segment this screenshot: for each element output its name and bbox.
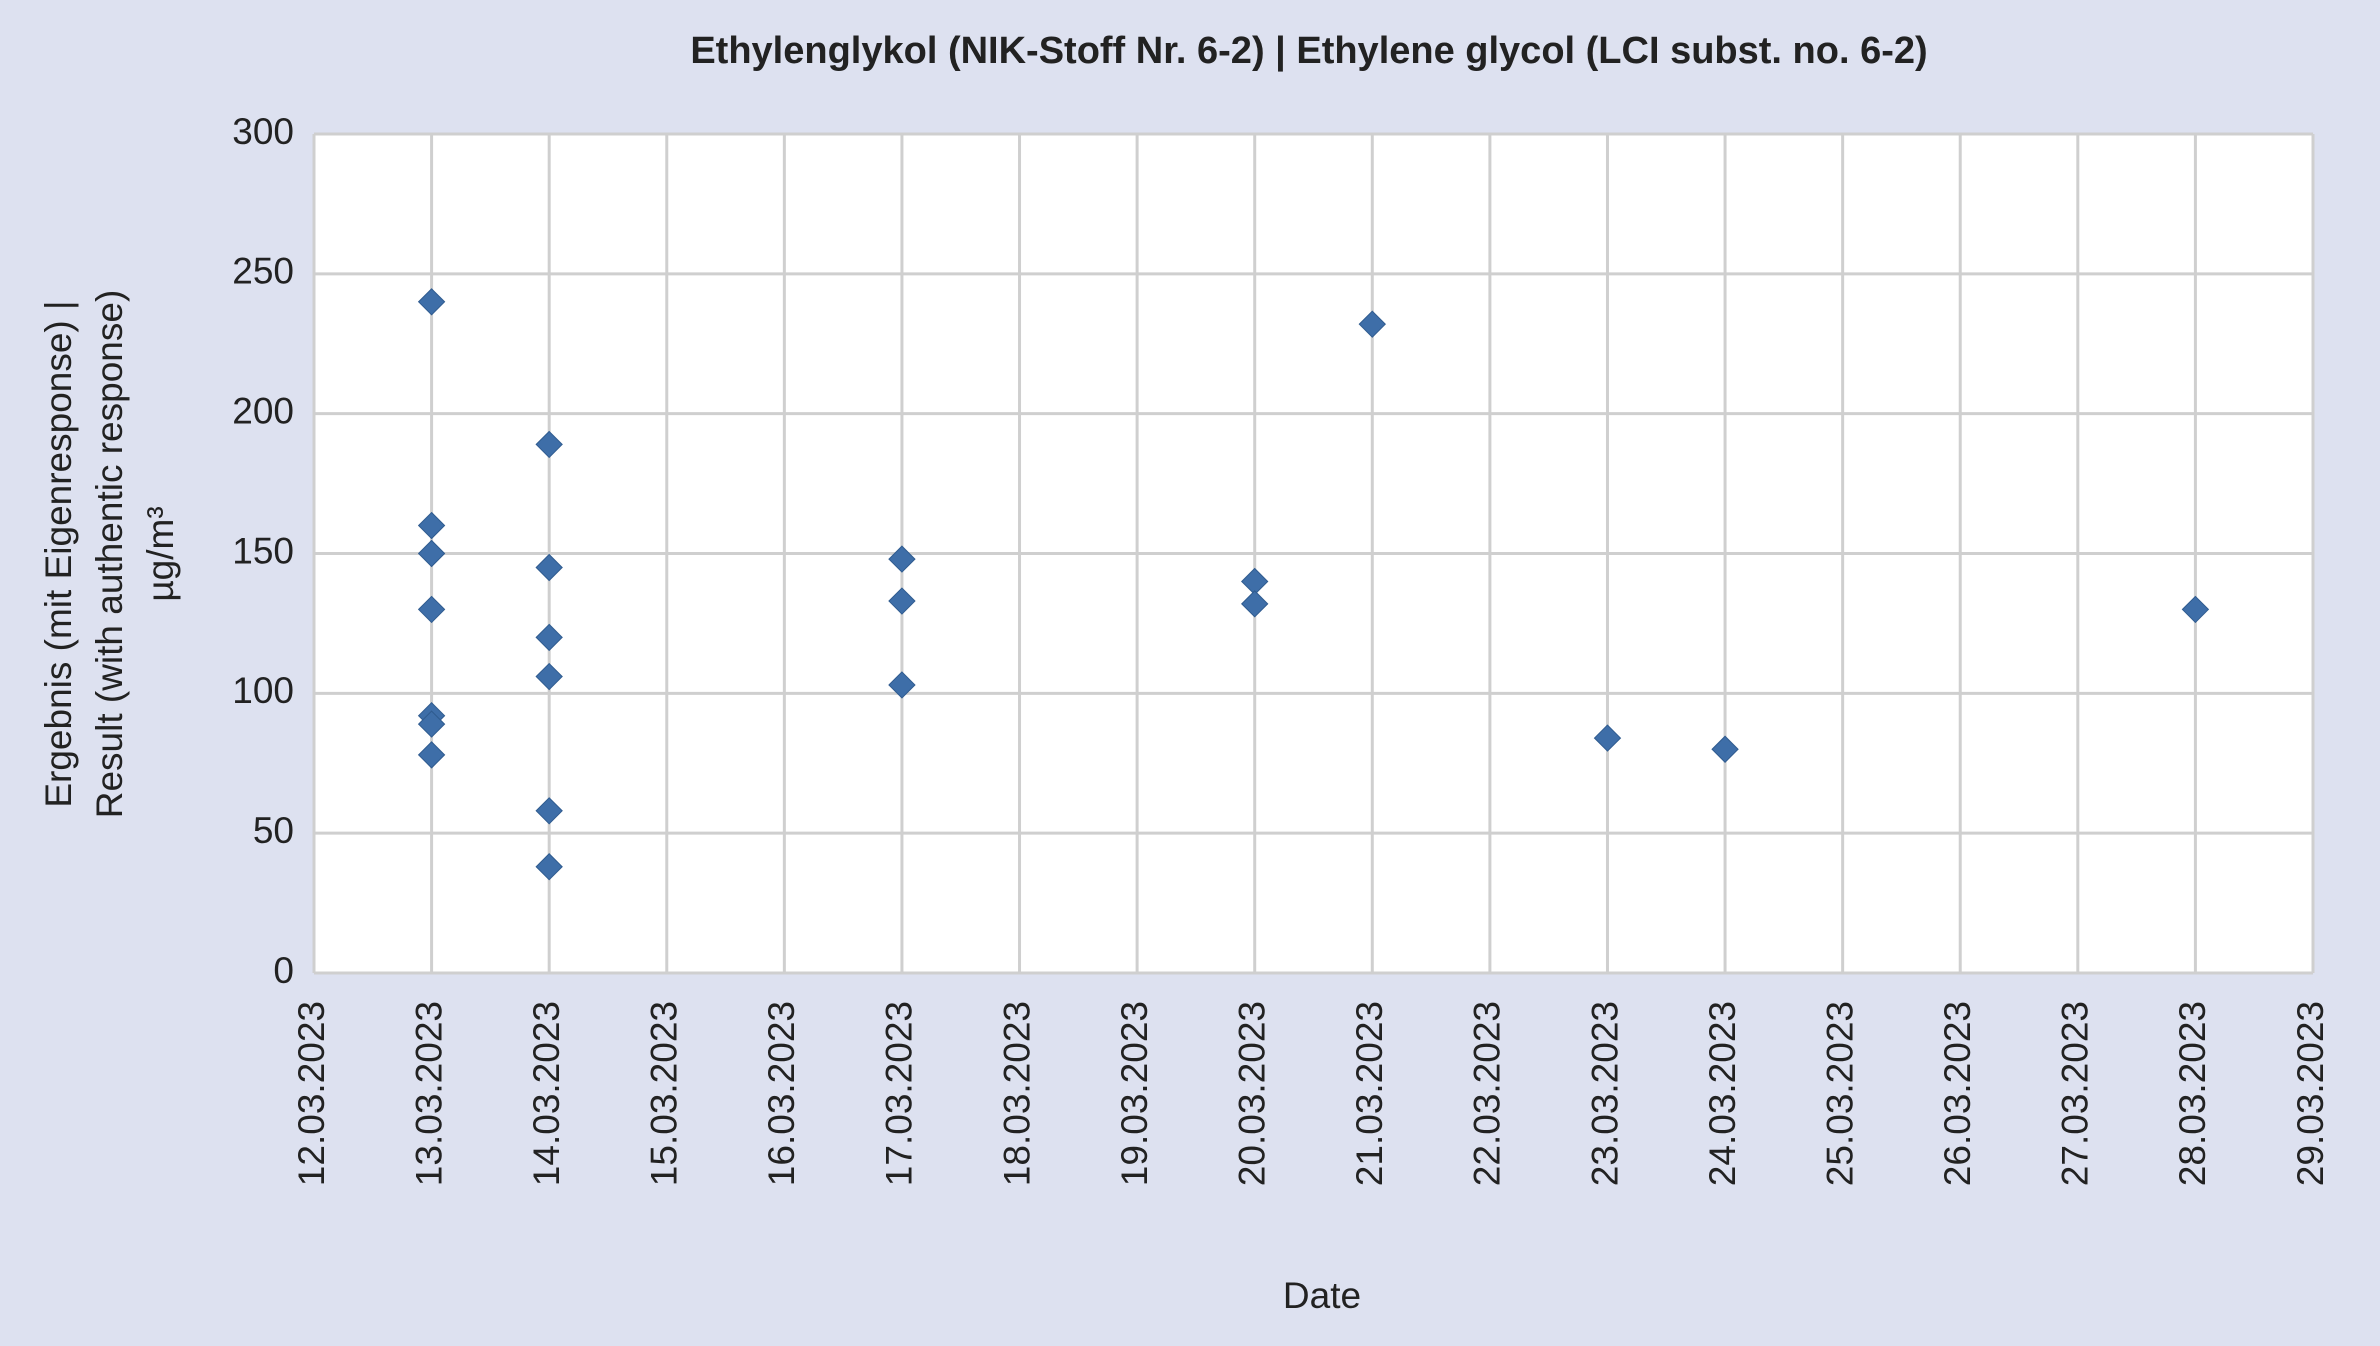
data-point bbox=[417, 741, 446, 769]
x-tick-label: 27.03.2023 bbox=[2055, 1001, 2096, 1186]
data-point bbox=[535, 853, 563, 881]
data-point bbox=[535, 623, 563, 652]
y-tick-label: 300 bbox=[232, 111, 294, 152]
data-point bbox=[417, 511, 446, 540]
y-axis-title: µg/m³ bbox=[140, 506, 181, 601]
data-point bbox=[1241, 590, 1269, 618]
data-point bbox=[535, 797, 563, 825]
x-tick-label: 15.03.2023 bbox=[644, 1001, 685, 1186]
x-tick-label: 21.03.2023 bbox=[1349, 1001, 1390, 1186]
y-tick-label: 100 bbox=[232, 670, 294, 711]
x-tick-label: 18.03.2023 bbox=[996, 1001, 1037, 1186]
x-tick-label: 17.03.2023 bbox=[879, 1001, 920, 1186]
y-tick-label: 50 bbox=[253, 810, 294, 851]
data-point bbox=[888, 671, 916, 699]
x-tick-label: 20.03.2023 bbox=[1231, 1001, 1272, 1186]
data-point bbox=[535, 553, 563, 582]
x-tick-label: 25.03.2023 bbox=[1819, 1001, 1860, 1186]
data-point bbox=[888, 587, 916, 615]
y-axis-title: Ergebnis (mit Eigenresponse) | bbox=[38, 300, 79, 807]
y-tick-label: 250 bbox=[232, 251, 294, 292]
data-point bbox=[1358, 310, 1386, 338]
x-tick-label: 22.03.2023 bbox=[1467, 1001, 1508, 1186]
x-tick-label: 29.03.2023 bbox=[2290, 1001, 2331, 1186]
data-point bbox=[888, 545, 916, 573]
x-tick-label: 24.03.2023 bbox=[1702, 1001, 1743, 1186]
data-point bbox=[535, 662, 563, 691]
data-point bbox=[535, 430, 563, 459]
data-point bbox=[417, 710, 446, 738]
data-point bbox=[1593, 724, 1622, 752]
x-tick-label: 19.03.2023 bbox=[1114, 1001, 1155, 1186]
x-tick-label: 28.03.2023 bbox=[2172, 1001, 2213, 1186]
x-tick-label: 14.03.2023 bbox=[526, 1001, 567, 1186]
x-tick-label: 13.03.2023 bbox=[408, 1001, 449, 1186]
x-tick-label: 26.03.2023 bbox=[1937, 1001, 1978, 1186]
x-tick-label: 16.03.2023 bbox=[761, 1001, 802, 1186]
data-point bbox=[417, 595, 446, 624]
x-tick-label: 23.03.2023 bbox=[1584, 1001, 1625, 1186]
data-point bbox=[2181, 595, 2210, 624]
y-tick-label: 0 bbox=[273, 950, 294, 991]
y-tick-label: 200 bbox=[232, 390, 294, 431]
y-tick-label: 150 bbox=[232, 530, 294, 571]
x-axis-title: Date bbox=[1283, 1275, 1361, 1316]
chart-title: Ethylenglykol (NIK-Stoff Nr. 6-2) | Ethy… bbox=[690, 30, 1927, 72]
data-point bbox=[417, 288, 446, 316]
x-tick-label: 12.03.2023 bbox=[291, 1001, 332, 1186]
y-axis-title: Result (with authentic response) bbox=[89, 290, 130, 819]
data-point bbox=[1711, 735, 1739, 763]
data-point bbox=[417, 539, 446, 568]
